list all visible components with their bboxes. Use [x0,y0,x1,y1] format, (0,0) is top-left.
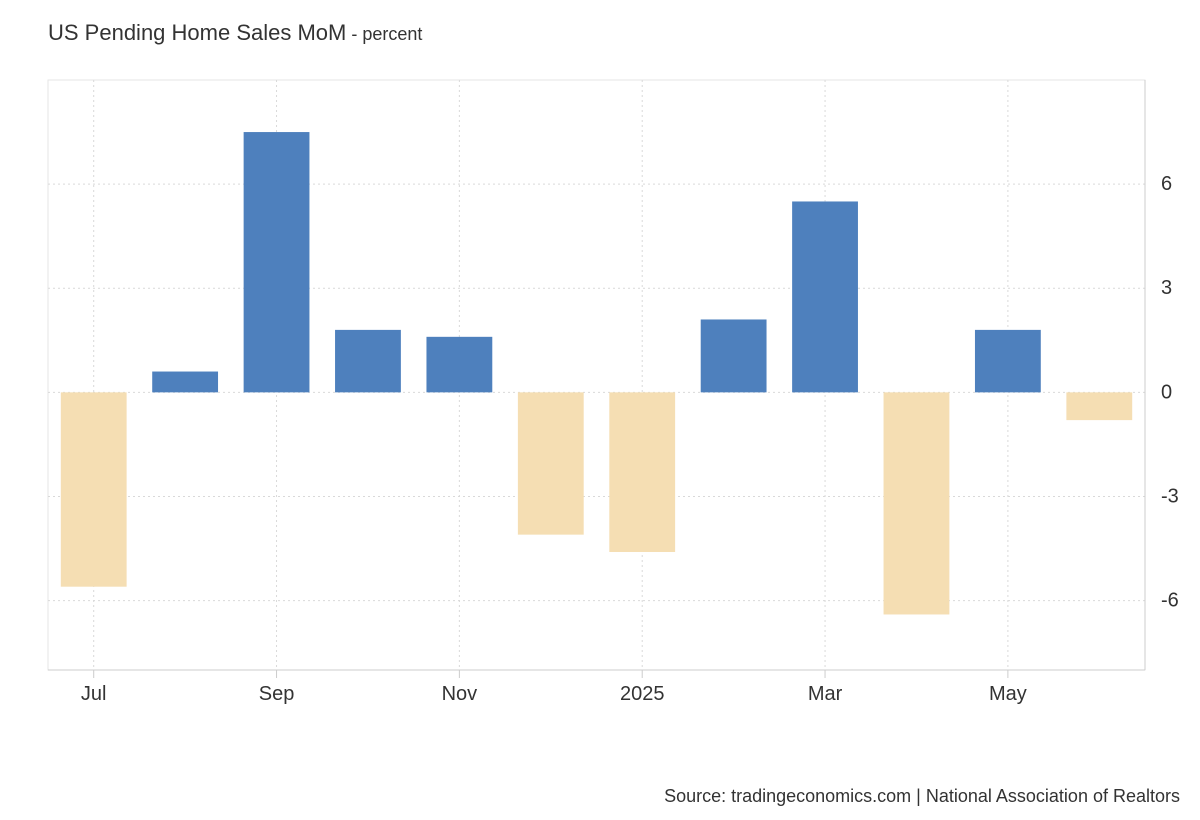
x-tick-label: Nov [442,683,478,705]
x-tick-label: 2025 [620,683,665,705]
bar [243,132,310,393]
bar [1066,392,1133,421]
bar [883,392,950,615]
bar [792,201,858,393]
y-tick-label: 6 [1161,173,1172,195]
chart-title: US Pending Home Sales MoM [48,20,347,45]
bar [517,392,584,535]
chart-title-row: US Pending Home Sales MoM - percent [48,20,422,46]
x-tick-label: Jul [81,683,107,705]
bar-chart: 6 3 0 -3 -6 Jul Sep Nov 2025 Mar May [47,79,1179,705]
bar [60,392,127,587]
y-tick-label: 3 [1161,277,1172,299]
y-tick-label: 0 [1161,381,1172,403]
x-tick-label: Sep [259,683,295,705]
bar [609,392,676,552]
source-credit: Source: tradingeconomics.com | National … [664,786,1180,806]
bar [335,329,401,393]
bar [426,336,493,393]
bar [152,371,219,393]
bar [700,319,767,393]
x-tick-label: May [989,683,1027,705]
bar [974,329,1041,393]
x-tick-label: Mar [808,683,843,705]
y-tick-label: -3 [1161,485,1179,507]
chart-subtitle: - percent [346,24,423,44]
y-tick-label: -6 [1161,590,1179,612]
